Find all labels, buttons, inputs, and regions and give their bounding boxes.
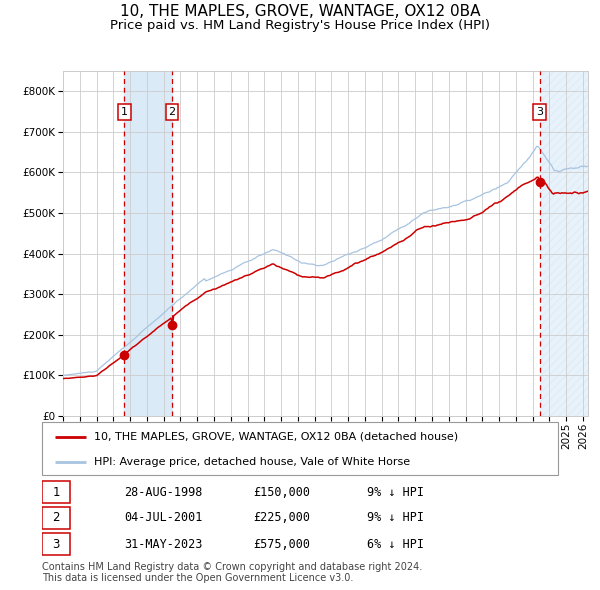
Text: 9% ↓ HPI: 9% ↓ HPI [367,511,424,525]
Text: 31-MAY-2023: 31-MAY-2023 [125,537,203,550]
Bar [124,71,172,416]
Text: 2: 2 [52,511,60,525]
Text: 10, THE MAPLES, GROVE, WANTAGE, OX12 0BA: 10, THE MAPLES, GROVE, WANTAGE, OX12 0BA [120,4,480,19]
Text: 1: 1 [121,107,128,117]
Text: £225,000: £225,000 [254,511,311,525]
Text: 1: 1 [52,486,60,499]
Text: £150,000: £150,000 [254,486,311,499]
Text: 04-JUL-2001: 04-JUL-2001 [125,511,203,525]
FancyBboxPatch shape [42,422,558,475]
FancyBboxPatch shape [42,507,70,529]
Text: £575,000: £575,000 [254,537,311,550]
Text: Contains HM Land Registry data © Crown copyright and database right 2024.
This d: Contains HM Land Registry data © Crown c… [42,562,422,584]
Text: 3: 3 [536,107,543,117]
Text: 28-AUG-1998: 28-AUG-1998 [125,486,203,499]
Text: Price paid vs. HM Land Registry's House Price Index (HPI): Price paid vs. HM Land Registry's House … [110,19,490,32]
Text: 9% ↓ HPI: 9% ↓ HPI [367,486,424,499]
Text: 3: 3 [53,537,60,550]
Text: 6% ↓ HPI: 6% ↓ HPI [367,537,424,550]
Text: HPI: Average price, detached house, Vale of White Horse: HPI: Average price, detached house, Vale… [94,457,410,467]
Text: 2: 2 [169,107,176,117]
FancyBboxPatch shape [42,481,70,503]
Bar [539,71,596,416]
FancyBboxPatch shape [42,533,70,555]
Text: 10, THE MAPLES, GROVE, WANTAGE, OX12 0BA (detached house): 10, THE MAPLES, GROVE, WANTAGE, OX12 0BA… [94,432,458,442]
